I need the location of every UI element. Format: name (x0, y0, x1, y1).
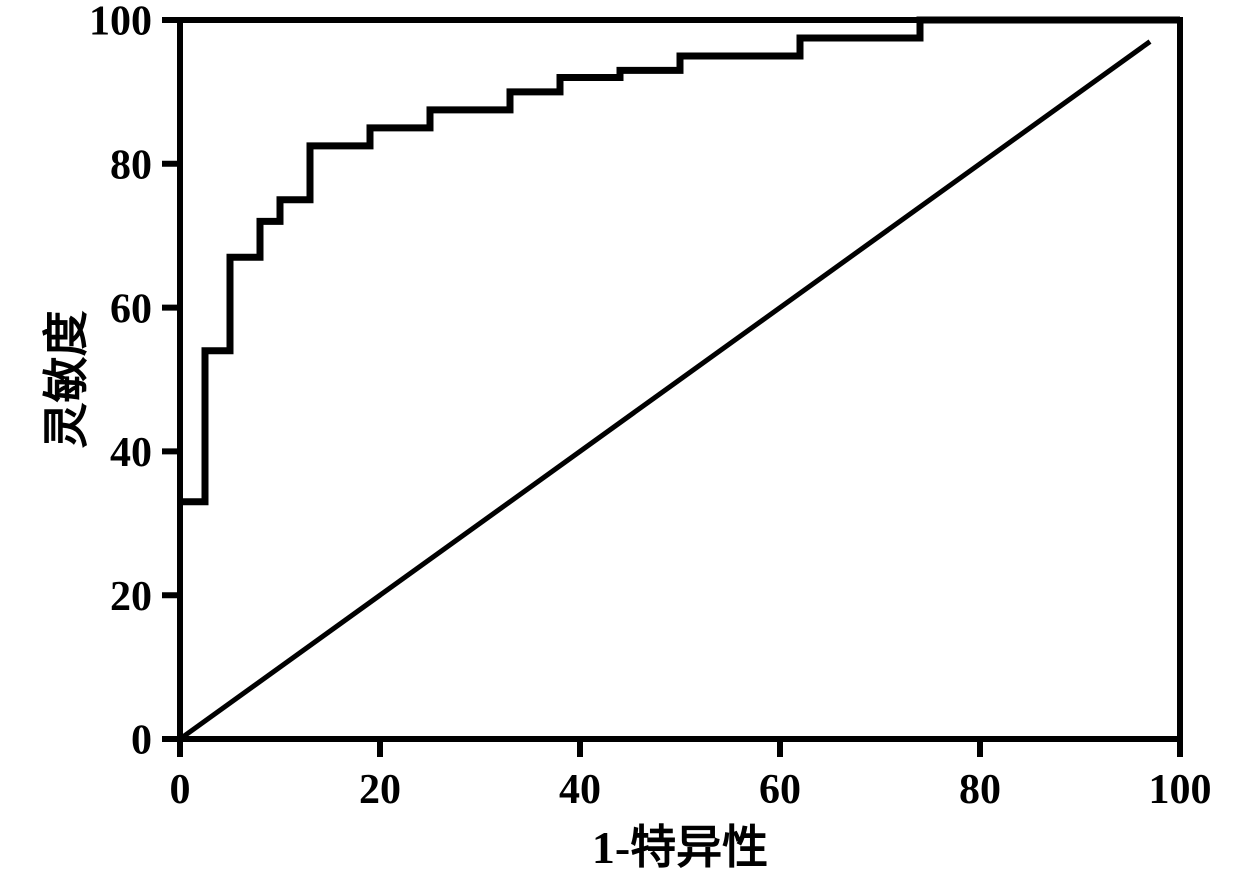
chart-container: 0 20 40 60 80 100 0 20 40 60 80 100 1-特异性 灵敏度 (0, 0, 1240, 874)
x-tick-label: 20 (359, 767, 401, 813)
y-axis-label: 灵敏度 (41, 311, 92, 449)
y-tick-label: 20 (110, 574, 152, 620)
x-tick-label: 100 (1149, 767, 1212, 813)
x-tick-label: 60 (759, 767, 801, 813)
x-tick-label: 40 (559, 767, 601, 813)
y-tick-label: 40 (110, 430, 152, 476)
roc-chart: 0 20 40 60 80 100 0 20 40 60 80 100 1-特异性 灵敏度 (0, 0, 1240, 869)
x-tick-label: 0 (170, 767, 191, 813)
y-tick-label: 0 (131, 718, 152, 764)
y-tick-label: 80 (110, 143, 152, 189)
x-axis-label: 1-特异性 (592, 822, 768, 869)
y-tick-label: 100 (89, 0, 152, 45)
y-tick-label: 60 (110, 286, 152, 332)
x-tick-label: 80 (959, 767, 1001, 813)
